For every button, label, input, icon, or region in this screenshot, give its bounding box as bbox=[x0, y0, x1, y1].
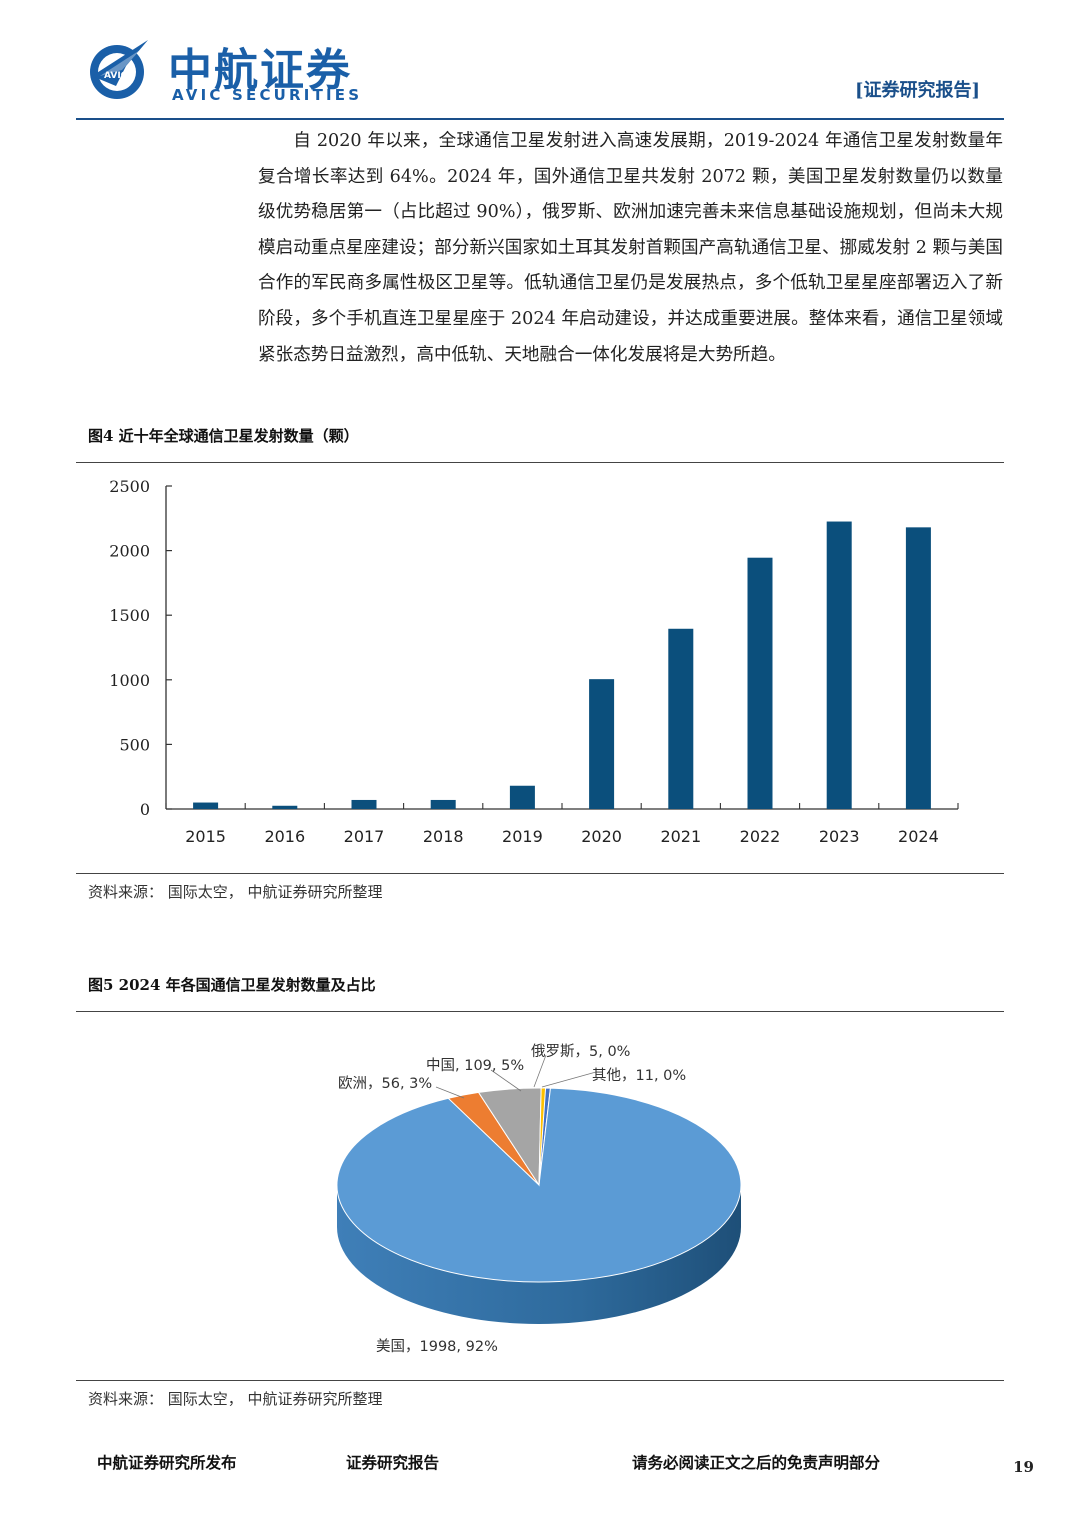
figure5-bottom-rule bbox=[76, 1380, 1004, 1381]
x-tick-label: 2021 bbox=[660, 827, 701, 846]
bar-2015 bbox=[193, 802, 219, 809]
figure4-title: 图4 近十年全球通信卫星发射数量（颗） bbox=[88, 427, 359, 445]
x-tick-label: 2024 bbox=[898, 827, 939, 846]
y-tick-label: 1000 bbox=[109, 671, 150, 690]
pie-chart: 美国，1998, 92% 欧洲，56, 3%中国, 109, 5% 俄罗斯，5, 0… bbox=[336, 1043, 742, 1355]
x-tick-label: 2017 bbox=[344, 827, 385, 846]
pie-label-other: 其他，11, 0% bbox=[592, 1067, 686, 1084]
body-paragraph: 自 2020 年以来，全球通信卫星发射进入高速发展期，2019-2024 年通信… bbox=[258, 131, 1003, 365]
report-type-tag: [证券研究报告] bbox=[854, 80, 980, 101]
bar-chart: 0 500 1000 1500 2000 2500 2015 2016 2017 2018 2019… bbox=[109, 477, 959, 846]
pie-leader-line bbox=[541, 1071, 597, 1088]
page-number: 19 bbox=[1013, 1458, 1034, 1476]
avic-logo-icon: AVIC bbox=[90, 40, 148, 99]
bar-2022 bbox=[747, 557, 773, 809]
x-tick-label: 2015 bbox=[185, 827, 226, 846]
y-tick-label: 2500 bbox=[109, 477, 150, 496]
pie-slice-3 bbox=[538, 1087, 547, 1186]
bar-2021 bbox=[668, 628, 694, 809]
figure4-source: 资料来源： 国际太空， 中航证券研究所整理 bbox=[88, 883, 383, 901]
figure5-source: 资料来源： 国际太空， 中航证券研究所整理 bbox=[88, 1390, 383, 1408]
header-divider bbox=[76, 118, 1004, 120]
bar-2018 bbox=[430, 799, 456, 809]
pie-label-russia: 俄罗斯，5, 0% bbox=[531, 1043, 630, 1060]
x-tick-label: 2022 bbox=[740, 827, 781, 846]
brand-name-en: AVIC SECURITIES bbox=[172, 86, 363, 104]
bar-2017 bbox=[351, 799, 377, 809]
pie-leader-line bbox=[490, 1069, 522, 1092]
bar-2019 bbox=[509, 785, 535, 809]
figure4-top-rule bbox=[76, 462, 1004, 463]
x-tick-label: 2016 bbox=[264, 827, 305, 846]
bar-2016 bbox=[272, 805, 298, 809]
y-tick-label: 500 bbox=[119, 735, 150, 754]
footer-disclaimer: 请务必阅读正文之后的免责声明部分 bbox=[632, 1453, 881, 1472]
x-tick-label: 2018 bbox=[423, 827, 464, 846]
bar-2020 bbox=[589, 679, 615, 809]
pie-label-china: 中国, 109, 5% bbox=[426, 1057, 524, 1074]
figure4-bottom-rule bbox=[76, 873, 1004, 874]
x-tick-label: 2019 bbox=[502, 827, 543, 846]
footer-publisher: 中航证券研究所发布 bbox=[97, 1453, 237, 1472]
y-tick-label: 2000 bbox=[109, 542, 150, 561]
pie-label-usa: 美国，1998, 92% bbox=[376, 1338, 498, 1355]
bar-2023 bbox=[826, 521, 852, 809]
logo-text: AVIC bbox=[104, 71, 128, 81]
y-tick-label: 0 bbox=[140, 800, 150, 819]
bar-2024 bbox=[905, 527, 931, 809]
footer-report-type: 证券研究报告 bbox=[346, 1453, 440, 1472]
pie-side-wall bbox=[337, 1185, 741, 1324]
x-tick-label: 2023 bbox=[819, 827, 860, 846]
figure5-top-rule bbox=[76, 1011, 1004, 1012]
x-tick-label: 2020 bbox=[581, 827, 622, 846]
pie-leader-line bbox=[435, 1086, 465, 1099]
brand-name-cn: 中航证券 bbox=[168, 45, 352, 96]
pie-label-europe: 欧洲，56, 3% bbox=[338, 1075, 432, 1092]
pie-leader-line bbox=[533, 1054, 547, 1088]
figure5-title: 图5 2024 年各国通信卫星发射数量及占比 bbox=[88, 976, 376, 994]
y-tick-label: 1500 bbox=[109, 606, 150, 625]
